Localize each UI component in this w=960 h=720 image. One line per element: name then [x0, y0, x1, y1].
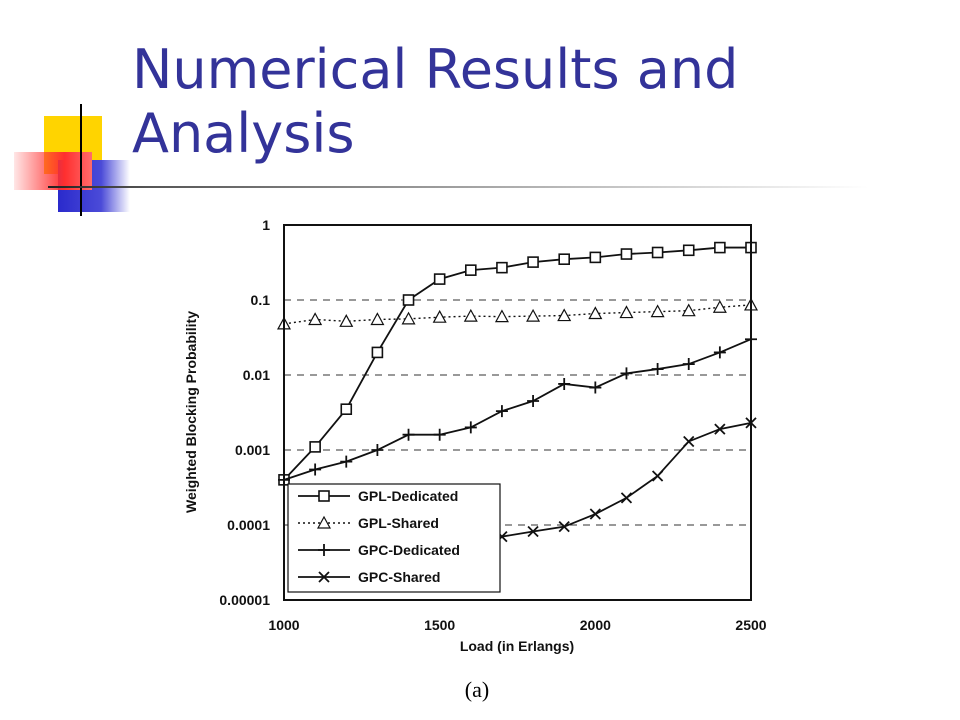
triangle-marker — [316, 515, 332, 529]
plot-frame — [283, 224, 752, 601]
square-marker — [527, 256, 539, 268]
chart-caption: (a) — [465, 677, 489, 702]
series-layer — [276, 241, 759, 543]
plus-marker — [433, 428, 446, 441]
x-tick-label: 2500 — [735, 617, 766, 633]
triangle-marker — [432, 309, 447, 323]
triangle-marker — [339, 314, 354, 327]
triangle-marker — [650, 304, 665, 318]
triangle-marker — [370, 312, 385, 326]
triangle-marker — [681, 303, 696, 317]
legend-label: GPC-Dedicated — [358, 542, 460, 558]
series-line — [501, 421, 752, 538]
legend-item: GPC-Dedicated — [298, 542, 460, 558]
x-marker — [620, 492, 633, 504]
plus-marker — [402, 428, 415, 441]
plus-marker — [589, 381, 602, 394]
plus-marker — [527, 395, 540, 408]
legend-box — [287, 483, 501, 593]
x-tick-label: 1000 — [268, 617, 299, 633]
square-marker — [496, 261, 508, 274]
triangle-marker — [463, 308, 478, 322]
plus-marker — [340, 455, 353, 468]
plus-marker — [495, 405, 508, 418]
square-marker — [340, 403, 353, 415]
legend-item: GPL-Dedicated — [298, 488, 458, 504]
legend-label: GPL-Dedicated — [358, 488, 458, 504]
series-line — [283, 246, 751, 481]
x-marker — [714, 423, 726, 435]
x-marker — [651, 470, 664, 482]
plus-marker — [318, 544, 330, 556]
slide-title: Numerical Results and Analysis — [132, 38, 739, 165]
plus-marker — [682, 358, 695, 371]
y-tick-label: 0.1 — [251, 292, 271, 308]
plus-marker — [558, 377, 571, 390]
decorative-vertical-line — [80, 104, 82, 216]
title-underline — [48, 186, 868, 188]
x-axis-label: Load (in Erlangs) — [460, 638, 574, 654]
x-tick-label: 2000 — [580, 617, 611, 633]
triangle-marker — [401, 311, 416, 325]
series-gpl-shared — [276, 297, 759, 330]
decorative-red-bar — [14, 152, 92, 190]
square-marker — [558, 253, 571, 265]
tick-labels: 1 0.1 0.01 0.001 0.0001 0.00001 1000 1500 2000 25… — [219, 217, 766, 633]
legend: GPL-Dedicated GPL-Shared GPC-Dedicated GPC-… — [287, 483, 501, 593]
square-marker — [318, 490, 330, 502]
series-line — [283, 338, 752, 481]
legend-label: GPC-Shared — [358, 569, 440, 585]
triangle-marker — [557, 308, 572, 322]
square-marker — [589, 251, 602, 264]
triangle-marker — [526, 308, 541, 322]
square-marker — [682, 244, 695, 257]
triangle-marker — [712, 300, 727, 313]
legend-label: GPL-Shared — [358, 515, 439, 531]
x-marker — [318, 571, 330, 583]
x-marker — [558, 521, 570, 533]
x-marker — [527, 525, 539, 538]
y-tick-label: 0.01 — [243, 367, 270, 383]
square-marker — [651, 246, 664, 259]
y-tick-label: 0.0001 — [227, 517, 270, 533]
triangle-marker — [494, 309, 509, 323]
triangle-marker — [308, 312, 323, 326]
square-marker — [402, 294, 415, 306]
square-marker — [714, 241, 726, 254]
series-gpl-dedicated — [278, 241, 757, 486]
plus-marker — [620, 367, 633, 380]
legend-item: GPL-Shared — [298, 515, 439, 531]
y-tick-label: 0.00001 — [219, 592, 270, 608]
series-gpc-shared — [496, 417, 757, 543]
plus-marker — [651, 363, 664, 376]
plus-marker — [309, 463, 322, 476]
plus-marker — [464, 421, 477, 434]
square-marker — [433, 273, 446, 285]
square-marker — [309, 441, 321, 453]
series-line — [283, 304, 752, 325]
x-marker — [683, 435, 695, 448]
triangle-marker — [588, 306, 603, 320]
y-tick-label: 1 — [262, 217, 270, 233]
y-axis-label: Weighted Blocking Probability — [183, 311, 199, 513]
legend-item: GPC-Shared — [298, 569, 440, 585]
square-marker — [620, 248, 633, 260]
plus-marker — [371, 444, 384, 456]
triangle-marker — [619, 305, 634, 319]
x-marker — [589, 508, 601, 520]
x-tick-label: 1500 — [424, 617, 455, 633]
square-marker — [464, 264, 477, 276]
square-marker — [371, 346, 384, 359]
plus-marker — [713, 346, 726, 359]
y-tick-label: 0.001 — [235, 442, 270, 458]
